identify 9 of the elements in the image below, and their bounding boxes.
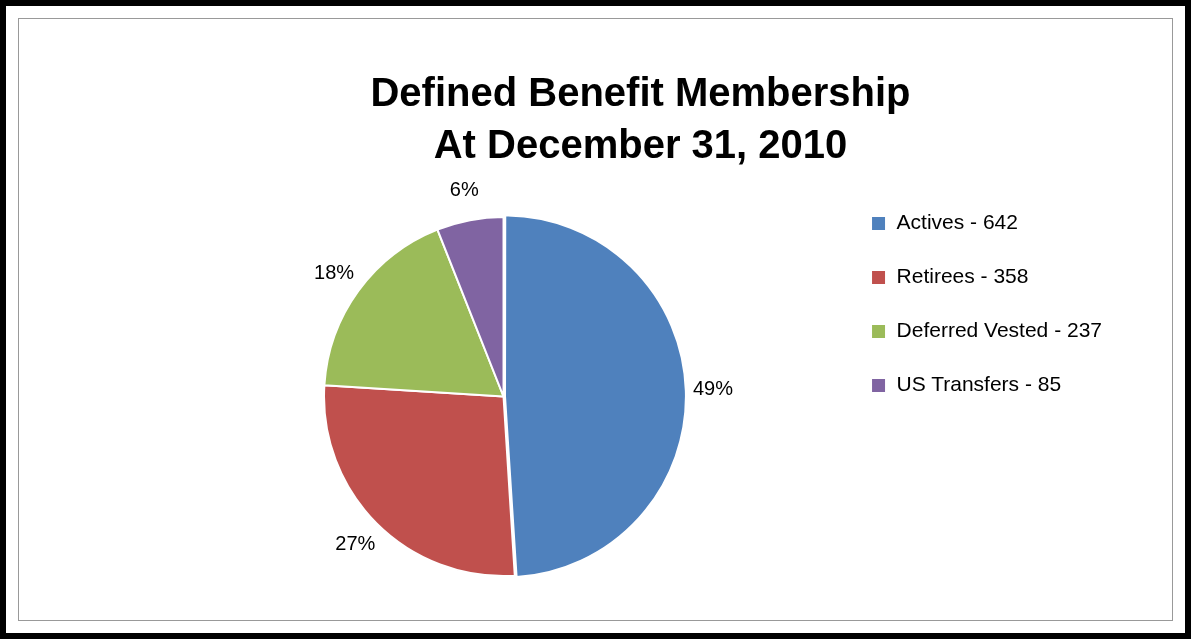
legend-label: Deferred Vested - 237 xyxy=(896,318,1103,342)
legend-label: Actives - 642 xyxy=(896,210,1018,234)
data-label: 18% xyxy=(314,260,355,283)
data-label: 27% xyxy=(335,532,376,555)
chart-title: Defined Benefit Membership At December 31, 2010 xyxy=(370,70,911,167)
data-label: 6% xyxy=(449,178,479,201)
data-label: 49% xyxy=(692,377,734,400)
legend-label: Retirees - 358 xyxy=(896,264,1029,288)
legend-label: US Transfers - 85 xyxy=(896,372,1062,396)
